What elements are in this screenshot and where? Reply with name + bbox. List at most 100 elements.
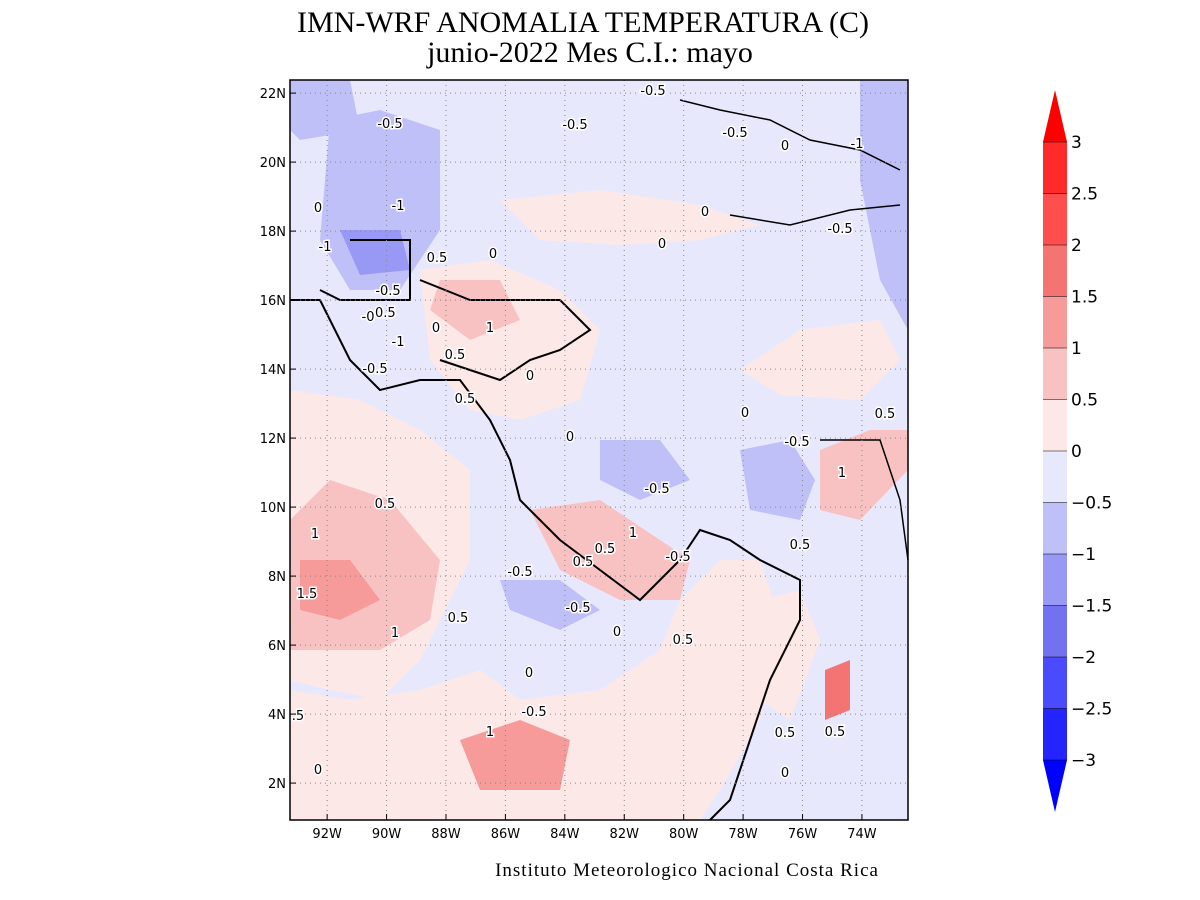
contour-label: 0.5 <box>673 633 694 648</box>
warm-region <box>300 560 380 620</box>
cool-region <box>500 580 600 630</box>
y-tick-label: 12N <box>260 432 286 447</box>
x-tick-label: 74W <box>847 827 877 842</box>
contour-label: 0 <box>525 666 533 681</box>
contour-label: -0.5 <box>377 117 402 132</box>
colorbar-band <box>1043 502 1067 554</box>
y-tick-label: 20N <box>260 156 286 171</box>
warm-region <box>740 320 900 400</box>
contour-label: 0 <box>701 205 709 220</box>
subtitle: junio-2022 Mes C.I.: mayo <box>426 36 753 69</box>
y-tick-label: 4N <box>268 708 286 723</box>
colorbar-label: 0 <box>1071 442 1082 462</box>
colorbar-band <box>1043 245 1067 297</box>
contour-label: 0 <box>613 625 621 640</box>
x-tick-label: 84W <box>550 827 580 842</box>
colorbar-band <box>1043 193 1067 245</box>
y-tick-label: 14N <box>260 363 286 378</box>
x-tick-label: 82W <box>610 827 640 842</box>
contour-label: 1 <box>311 527 319 542</box>
contour-label: 0.5 <box>573 555 594 570</box>
colorbar-arrow <box>1043 90 1067 142</box>
contour-label: -0.5 <box>784 435 809 450</box>
colorbar-band <box>1043 399 1067 451</box>
contour-label: 0 <box>658 237 666 252</box>
colorbar-label: 0.5 <box>1071 391 1098 411</box>
y-tick-label: 18N <box>260 225 286 240</box>
x-tick-label: 90W <box>372 827 402 842</box>
colorbar-label: −1 <box>1071 545 1096 565</box>
warm-region <box>760 590 820 720</box>
contour-label: 0.5 <box>375 497 396 512</box>
contour-label: -0.5 <box>521 705 546 720</box>
colorbar-band <box>1043 296 1067 348</box>
contour-label: -1 <box>851 137 864 152</box>
colorbar-label: 2.5 <box>1071 185 1098 205</box>
contour-label: 0.5 <box>445 348 466 363</box>
map <box>290 80 909 821</box>
colorbar-band <box>1043 348 1067 400</box>
contour-label: -1 <box>319 240 332 255</box>
contour-label: -0.5 <box>640 84 665 99</box>
colorbar-band <box>1043 657 1067 709</box>
colorbar-arrow <box>1043 760 1067 812</box>
contour-label: 0 <box>781 139 789 154</box>
y-tick-label: 8N <box>268 570 286 585</box>
colorbar-label: −2.5 <box>1071 700 1112 720</box>
colorbar-label: −3 <box>1071 751 1096 771</box>
y-tick-label: 2N <box>268 777 286 792</box>
colorbar-band <box>1043 708 1067 760</box>
colorbar-band <box>1043 451 1067 503</box>
contour-label: 0.5 <box>775 726 796 741</box>
contour-label: -1 <box>392 335 405 350</box>
contour-label: -0.5 <box>507 565 532 580</box>
contour-label: 1 <box>486 725 494 740</box>
contour-label: 0.5 <box>875 407 896 422</box>
warm-region <box>530 500 690 600</box>
colorbar-band <box>1043 142 1067 194</box>
cool-region <box>600 440 690 500</box>
contour-label: 0 <box>526 369 534 384</box>
contour-label: 1 <box>391 626 399 641</box>
colorbar-label: −2 <box>1071 648 1096 668</box>
y-tick-label: 22N <box>260 87 286 102</box>
contour-label: -0.5 <box>827 222 852 237</box>
contour-label: -0.5 <box>370 306 395 321</box>
cool-region <box>860 80 908 330</box>
cool-region <box>290 80 360 140</box>
warm-region <box>430 280 520 340</box>
x-tick-label: 78W <box>728 827 758 842</box>
contour-label: -0.5 <box>722 126 747 141</box>
contour-label: -0 <box>362 310 375 325</box>
title: IMN-WRF ANOMALIA TEMPERATURA (C) <box>297 6 869 39</box>
contour-label: -0.5 <box>665 550 690 565</box>
colorbar-band <box>1043 605 1067 657</box>
x-tick-label: 76W <box>788 827 818 842</box>
contour-label: 1.5 <box>297 587 318 602</box>
colorbar-label: −1.5 <box>1071 597 1112 617</box>
footer: Instituto Meteorologico Nacional Costa R… <box>495 860 879 881</box>
colorbar-label: 3 <box>1071 133 1082 153</box>
contour-label: -0.5 <box>562 118 587 133</box>
warm-region <box>820 430 908 520</box>
map-frame <box>289 79 909 821</box>
cool-region <box>340 230 410 275</box>
x-tick-label: 86W <box>491 827 521 842</box>
contour-label: -0.5 <box>565 601 590 616</box>
colorbar: 3 2.5 2 1.5 1 0.5 0 −0.5 −1 −1.5 −2 −2.5 −3 <box>1043 90 1112 812</box>
contour-label: 1 <box>629 526 637 541</box>
warm-region <box>460 720 570 790</box>
colorbar-label: 1 <box>1071 339 1082 359</box>
coastline <box>729 204 901 226</box>
warm-region <box>825 660 850 720</box>
contour-label: 0 <box>566 430 574 445</box>
contour-label: 0.5 <box>427 251 448 266</box>
contour-label: -1 <box>392 199 405 214</box>
cool-region <box>740 440 815 520</box>
contour-label: 0 <box>314 201 322 216</box>
contour-label: 0.5 <box>825 725 846 740</box>
contour-label: .5 <box>292 709 304 724</box>
coastline <box>820 439 909 561</box>
y-tick-label: 6N <box>268 639 286 654</box>
contour-label: 0 <box>489 247 497 262</box>
